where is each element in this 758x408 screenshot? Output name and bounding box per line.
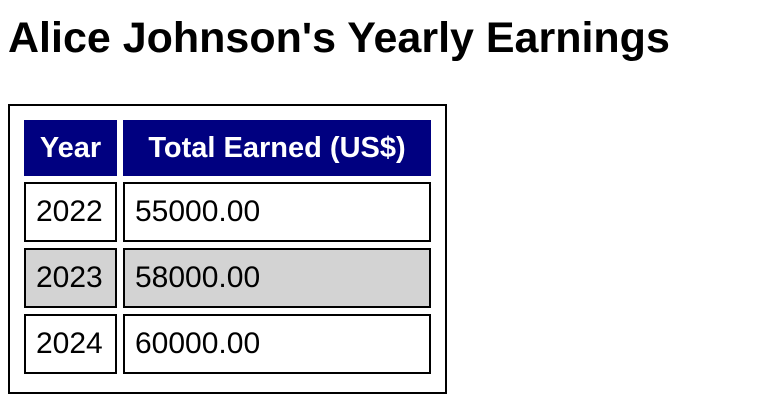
earnings-table: Year Total Earned (US$) 2022 55000.00 20… xyxy=(18,114,437,380)
table-row: 2022 55000.00 xyxy=(24,182,431,242)
table-header-row: Year Total Earned (US$) xyxy=(24,120,431,176)
cell-year: 2023 xyxy=(24,248,117,308)
cell-year: 2024 xyxy=(24,314,117,374)
column-header-total-earned: Total Earned (US$) xyxy=(123,120,431,176)
cell-total-earned: 60000.00 xyxy=(123,314,431,374)
cell-year: 2022 xyxy=(24,182,117,242)
cell-total-earned: 55000.00 xyxy=(123,182,431,242)
cell-total-earned: 58000.00 xyxy=(123,248,431,308)
column-header-year: Year xyxy=(24,120,117,176)
table-row: 2024 60000.00 xyxy=(24,314,431,374)
table-row: 2023 58000.00 xyxy=(24,248,431,308)
earnings-table-container: Year Total Earned (US$) 2022 55000.00 20… xyxy=(8,104,447,394)
page-title: Alice Johnson's Yearly Earnings xyxy=(8,14,670,62)
